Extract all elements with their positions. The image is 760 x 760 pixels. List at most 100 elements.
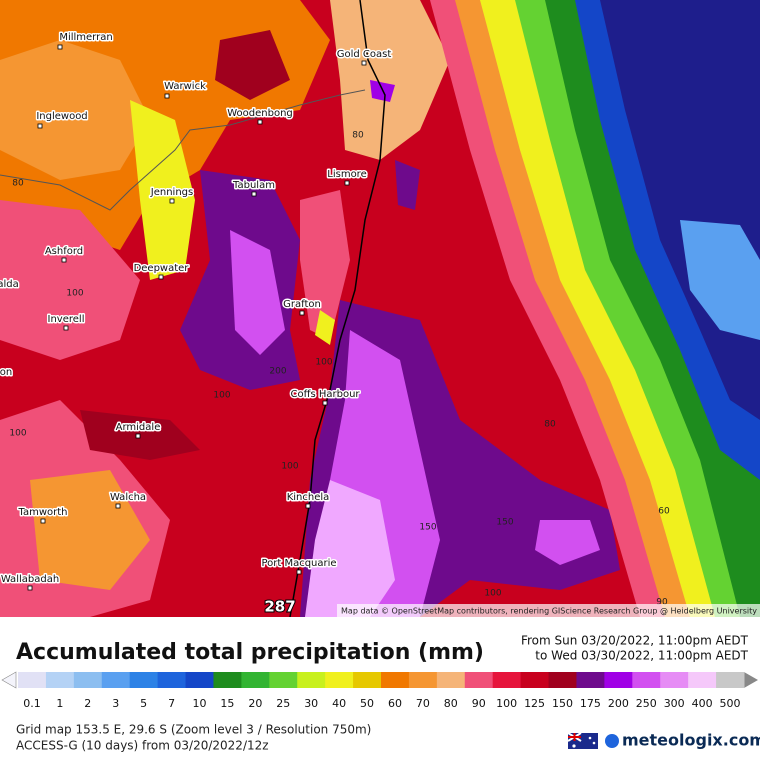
- contour-label: 200: [269, 367, 286, 377]
- scale-label: 200: [608, 697, 629, 710]
- brand: meteologix.com: [622, 731, 760, 750]
- place-label: Lismore: [327, 169, 366, 180]
- scale-swatch: [660, 672, 689, 688]
- scale-arrow-high: [744, 672, 758, 688]
- scale-label: 40: [332, 697, 346, 710]
- scale-label: 70: [416, 697, 430, 710]
- scale-swatch: [157, 672, 187, 688]
- contour-label: 100: [281, 462, 298, 472]
- place-label: Inverell: [48, 314, 85, 325]
- scale-label: 80: [444, 697, 458, 710]
- contour-label: 150: [496, 518, 513, 528]
- place-label: Walcha: [110, 492, 146, 503]
- period-to: to Wed 03/30/2022, 11:00pm AEDT: [535, 649, 748, 663]
- scale-label: 30: [304, 697, 318, 710]
- scale-label: 500: [720, 697, 741, 710]
- contour-label: 100: [484, 589, 501, 599]
- contour-label: 100: [66, 289, 83, 299]
- place-label: alda: [0, 279, 19, 290]
- place-label: Tamworth: [18, 507, 68, 518]
- scale-label: 400: [692, 697, 713, 710]
- scale-label: 20: [248, 697, 262, 710]
- place-label: Armidale: [116, 422, 161, 433]
- max-label: 287: [264, 598, 295, 616]
- scale-label: 15: [220, 697, 234, 710]
- legend-panel: Accumulated total precipitation (mm) Fro…: [1, 634, 760, 753]
- place-label: Woodenbong: [227, 108, 293, 119]
- contour-label: 100: [9, 429, 26, 439]
- scale-label: 5: [140, 697, 147, 710]
- contour-label: 60: [658, 507, 670, 517]
- scale-label: 125: [524, 697, 545, 710]
- place-marker: [296, 569, 302, 575]
- scale-swatch: [269, 672, 298, 688]
- color-scale: 0.1 1 2 3 5 7 10 15 20 25 30 40 50 60 70 80 90 100 125 150 1…: [18, 672, 745, 710]
- place-marker: [158, 274, 164, 280]
- place-label: Deepwater: [134, 263, 190, 274]
- place-marker: [169, 198, 175, 204]
- scale-label: 7: [168, 697, 175, 710]
- scale-arrow-low: [1, 671, 17, 689]
- place-marker: [57, 44, 63, 50]
- attribution: Map data © OpenStreetMap contributors, r…: [341, 607, 757, 616]
- scale-swatch: [241, 672, 270, 688]
- place-marker: [115, 503, 121, 509]
- place-marker: [27, 585, 33, 591]
- scale-label: 90: [472, 697, 486, 710]
- precipitation-map: 287 Millmerran Warwick Inglewood Woodenbong…: [0, 0, 760, 617]
- place-label: Coffs Harbour: [290, 389, 360, 400]
- place-label: on: [0, 367, 12, 378]
- scale-swatch: [73, 672, 103, 688]
- scale-label: 300: [664, 697, 685, 710]
- scale-label: 175: [580, 697, 601, 710]
- scale-swatch: [129, 672, 159, 688]
- place-marker: [63, 325, 69, 331]
- contour-label: 80: [12, 179, 24, 189]
- place-marker: [61, 257, 67, 263]
- place-marker: [251, 191, 257, 197]
- flag: [567, 732, 598, 749]
- scale-label: 50: [360, 697, 374, 710]
- contour-label: 80: [544, 420, 556, 430]
- scale-label: 10: [193, 697, 207, 710]
- model-info: ACCESS-G (10 days) from 03/20/2022/12z: [16, 739, 269, 753]
- brand-icon: [605, 734, 619, 748]
- scale-swatch: [408, 672, 438, 688]
- place-label: Gold Coast: [337, 49, 392, 60]
- legend-title: Accumulated total precipitation (mm): [16, 640, 484, 665]
- scale-swatch: [632, 672, 661, 688]
- place-marker: [299, 310, 305, 316]
- place-marker: [322, 400, 328, 406]
- place-marker: [37, 123, 43, 129]
- scale-swatch: [688, 672, 717, 688]
- place-label: Jennings: [150, 187, 193, 198]
- scale-swatch: [185, 672, 214, 688]
- contour-label: 100: [213, 391, 230, 401]
- scale-swatch: [548, 672, 577, 688]
- place-label: Tabulam: [232, 180, 275, 191]
- place-label: Warwick: [164, 81, 206, 92]
- contour-label: 100: [315, 358, 332, 368]
- place-marker: [344, 180, 350, 186]
- scale-swatch: [464, 672, 494, 688]
- scale-label: 100: [496, 697, 517, 710]
- scale-label: 25: [276, 697, 290, 710]
- scale-swatch: [18, 672, 47, 688]
- scale-label: 0.1: [23, 697, 41, 710]
- scale-swatch: [520, 672, 550, 688]
- place-marker: [135, 433, 141, 439]
- place-label: Inglewood: [36, 111, 87, 122]
- scale-swatch: [576, 672, 605, 688]
- scale-swatch: [101, 672, 131, 688]
- grid-info: Grid map 153.5 E, 29.6 S (Zoom level 3 /…: [16, 723, 371, 737]
- scale-swatch: [297, 672, 326, 688]
- place-marker: [305, 503, 311, 509]
- place-label: Grafton: [283, 299, 321, 310]
- place-marker: [257, 119, 263, 125]
- place-label: Ashford: [45, 246, 83, 257]
- scale-label: 60: [388, 697, 402, 710]
- scale-swatch: [492, 672, 522, 688]
- scale-swatch: [325, 672, 354, 688]
- contour-label: 90: [656, 598, 668, 608]
